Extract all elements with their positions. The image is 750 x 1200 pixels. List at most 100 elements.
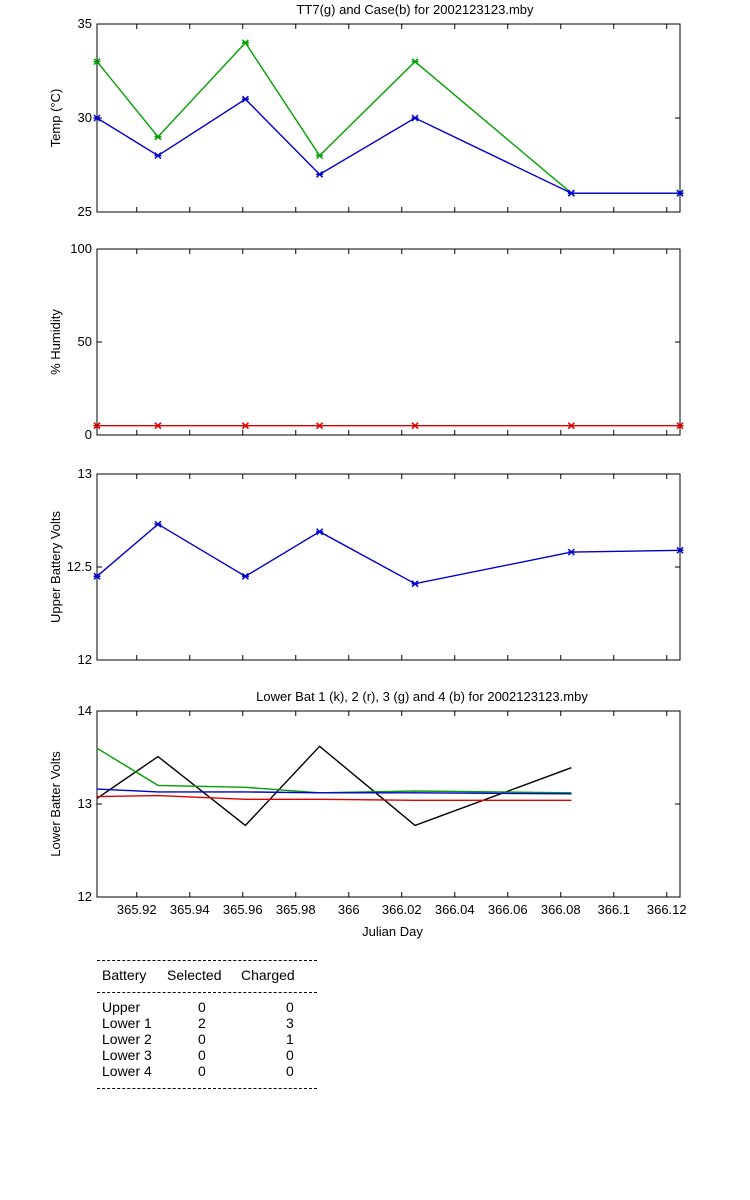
x-tick-label: 365.96 (223, 902, 263, 917)
x-tick-label: 365.94 (170, 902, 210, 917)
y-tick-label: 12 (78, 889, 92, 904)
chart-title: TT7(g) and Case(b) for 2002123123.mby (296, 2, 534, 17)
table-cell-selected: 0 (198, 999, 206, 1015)
plot-frame (96, 473, 681, 661)
data-point (676, 422, 684, 430)
series-line-4 (96, 788, 572, 795)
data-point (411, 58, 419, 66)
table-row: Lower 4 0 0 (97, 1063, 317, 1079)
data-point (154, 133, 162, 141)
table-cell-selected: 0 (198, 1031, 206, 1047)
chart-panel-4: 365.92 365.94 365.96 365.98 366 366.02 366.04 3… (48, 689, 687, 939)
y-axis-label: Lower Batter Volts (48, 751, 63, 857)
table-row: Lower 1 2 3 (97, 1015, 317, 1031)
y-tick-label: 100 (70, 241, 92, 256)
plot-frame (96, 248, 681, 436)
data-point (93, 58, 101, 66)
x-tick-label: 366.06 (488, 902, 528, 917)
data-point (676, 189, 684, 197)
table-cell-charged: 0 (286, 1047, 294, 1063)
data-point (241, 95, 249, 103)
table-header-battery: Battery (102, 967, 147, 983)
series-line-1 (96, 745, 572, 827)
data-point (93, 572, 101, 580)
chart-panel-2: 0 50 100 % Humidity (48, 241, 684, 442)
data-point (567, 189, 575, 197)
x-tick-label: 366.08 (541, 902, 581, 917)
y-axis-label: Upper Battery Volts (48, 511, 63, 623)
y-axis-label: Temp (°C) (48, 89, 63, 148)
x-tick-label: 366.12 (647, 902, 687, 917)
series-line-1 (96, 41, 680, 194)
y-tick-label: 12 (78, 652, 92, 667)
table-cell-selected: 0 (198, 1063, 206, 1079)
y-tick-label: 14 (78, 703, 92, 718)
y-tick-label: 35 (78, 16, 92, 31)
x-axis-label: Julian Day (362, 924, 423, 939)
figure: 25 30 35 Temp (°C) TT7(g) and Case(b) for 20… (48, 2, 687, 939)
x-tick-label: 366 (338, 902, 360, 917)
data-point (241, 572, 249, 580)
data-point (154, 520, 162, 528)
data-point (411, 580, 419, 588)
y-tick-label: 0 (85, 427, 92, 442)
data-point (567, 548, 575, 556)
table-cell-battery: Lower 4 (102, 1063, 152, 1079)
y-tick-label: 30 (78, 110, 92, 125)
table-header-row: Battery Selected Charged (97, 967, 317, 983)
y-tick-label: 50 (78, 334, 92, 349)
series-line-3 (96, 747, 572, 794)
table-row: Lower 2 0 1 (97, 1031, 317, 1047)
data-point (411, 114, 419, 122)
y-axis-label: % Humidity (48, 309, 63, 375)
table-header-charged: Charged (241, 967, 295, 983)
battery-table: Battery Selected Charged Upper 0 0 Lower… (97, 960, 317, 1089)
table-cell-selected: 0 (198, 1047, 206, 1063)
x-tick-label: 366.1 (597, 902, 630, 917)
y-tick-label: 25 (78, 204, 92, 219)
chart-panel-1: 25 30 35 Temp (°C) TT7(g) and Case(b) for 20… (48, 2, 684, 219)
data-point (241, 39, 249, 47)
plot-frame (96, 23, 681, 213)
x-tick-label: 366.04 (435, 902, 475, 917)
chart-panel-3: 12 12.5 13 Upper Battery Volts (48, 466, 684, 667)
table-cell-charged: 3 (286, 1015, 294, 1031)
table-cell-battery: Lower 2 (102, 1031, 152, 1047)
y-tick-label: 13 (78, 796, 92, 811)
series-line-2 (96, 794, 572, 801)
table-row: Lower 3 0 0 (97, 1047, 317, 1063)
series-line-2 (96, 98, 680, 194)
table-cell-selected: 2 (198, 1015, 206, 1031)
x-tick-label: 365.92 (117, 902, 157, 917)
table-cell-charged: 0 (286, 1063, 294, 1079)
table-cell-battery: Upper (102, 999, 141, 1015)
table-cell-charged: 0 (286, 999, 294, 1015)
data-point (154, 152, 162, 160)
y-tick-label: 13 (78, 466, 92, 481)
data-point (93, 114, 101, 122)
data-point (316, 152, 324, 160)
data-point (154, 422, 162, 430)
table-cell-battery: Lower 1 (102, 1015, 152, 1031)
x-tick-label: 365.98 (276, 902, 316, 917)
data-point (676, 546, 684, 554)
table-rule-bottom (97, 1088, 317, 1089)
chart-title: Lower Bat 1 (k), 2 (r), 3 (g) and 4 (b) … (256, 689, 588, 704)
data-point (316, 528, 324, 536)
table-cell-charged: 1 (286, 1031, 294, 1047)
series-line-1 (96, 523, 681, 585)
x-tick-label: 366.02 (382, 902, 422, 917)
table-rule-top (97, 960, 317, 961)
table-rule-mid (97, 992, 317, 993)
data-point (567, 422, 575, 430)
y-tick-label: 12.5 (67, 559, 92, 574)
data-point (241, 422, 249, 430)
table-body: Upper 0 0 Lower 1 2 3 Lower 2 0 1 Lower … (97, 999, 317, 1079)
data-point (316, 170, 324, 178)
table-header-selected: Selected (167, 967, 222, 983)
data-point (93, 422, 101, 430)
table-row: Upper 0 0 (97, 999, 317, 1015)
data-point (411, 422, 419, 430)
table-cell-battery: Lower 3 (102, 1047, 152, 1063)
data-point (316, 422, 324, 430)
